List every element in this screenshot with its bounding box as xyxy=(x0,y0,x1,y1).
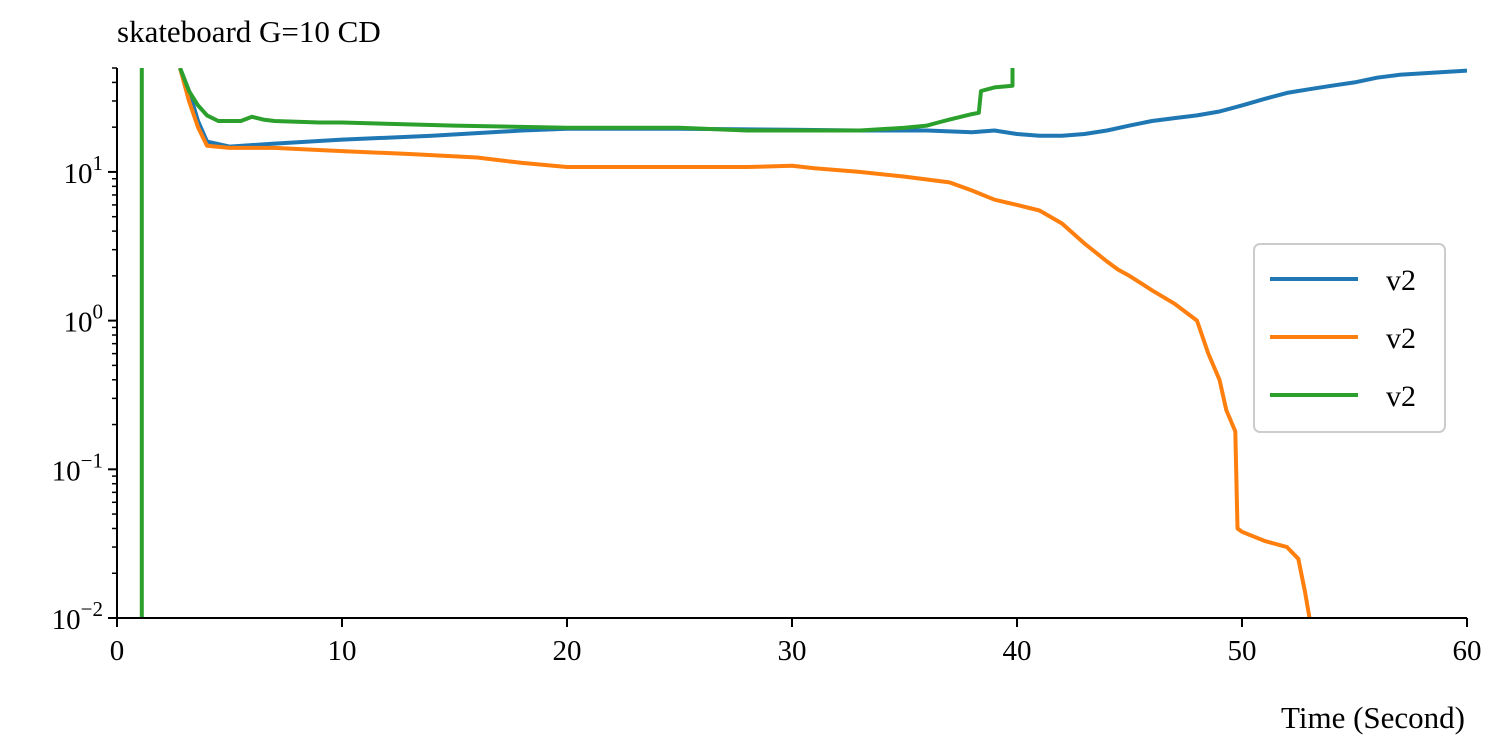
series-line-3 xyxy=(178,68,1015,133)
axes: 0 10 20 30 40 50 60 10−2 10−1 100 101 xyxy=(52,67,1482,667)
legend-label: v2 xyxy=(1386,322,1416,355)
legend: v2 v2 v2 xyxy=(1253,243,1446,433)
chart-title: skateboard G=10 CD xyxy=(117,14,381,49)
x-tick-label: 0 xyxy=(110,635,125,667)
series-layer xyxy=(139,68,1467,618)
y-tick-label: 100 xyxy=(64,300,104,339)
x-tick-label: 60 xyxy=(1453,635,1482,667)
x-tick-label: 20 xyxy=(553,635,582,667)
x-tick-label: 10 xyxy=(328,635,357,667)
series-line-2 xyxy=(178,68,1312,618)
series-line-1 xyxy=(178,68,1467,149)
legend-label: v2 xyxy=(1386,380,1416,413)
legend-label: v2 xyxy=(1386,264,1416,297)
x-tick-label: 50 xyxy=(1228,635,1257,667)
y-tick-label: 10−1 xyxy=(52,448,103,487)
x-tick-label: 40 xyxy=(1003,635,1032,667)
x-tick-label: 30 xyxy=(778,635,807,667)
x-axis-label: Time (Second) xyxy=(1281,700,1465,735)
y-tick-label: 10−2 xyxy=(52,597,103,636)
y-tick-label: 101 xyxy=(64,151,104,190)
